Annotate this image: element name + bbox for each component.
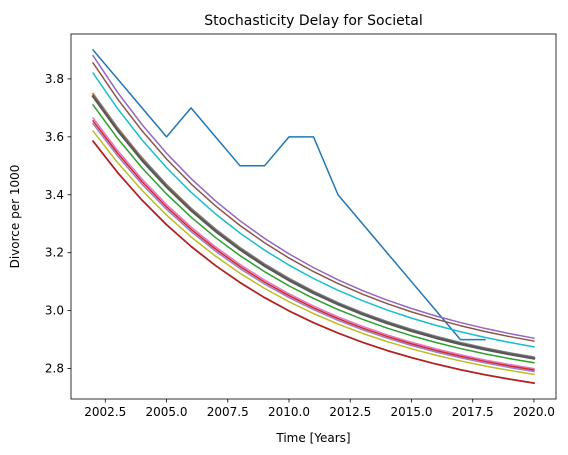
y-tick-label: 3.6	[45, 130, 64, 144]
series-line-10	[91, 119, 535, 371]
plot-frame	[70, 33, 557, 400]
series-line-5	[92, 92, 535, 358]
x-tick-label: 2007.5	[207, 405, 249, 419]
x-tick-label: 2005.0	[146, 405, 188, 419]
series-line-3	[92, 61, 535, 342]
series-line-11	[91, 122, 535, 373]
x-tick-label: 2002.5	[84, 405, 126, 419]
x-tick-label: 2012.5	[329, 405, 371, 419]
y-axis-label: Divorce per 1000	[8, 165, 22, 269]
x-ticks: 2002.5 2005.0 2007.5 2010.0 2012.5 2015.0 2017…	[84, 399, 555, 419]
x-tick-label: 2017.5	[452, 405, 494, 419]
y-tick-label: 2.8	[45, 362, 64, 376]
series-line-7	[91, 94, 536, 360]
series-line-13	[91, 139, 535, 385]
y-tick-label: 3.0	[45, 304, 64, 318]
chart-title: Stochasticity Delay for Societal	[204, 13, 422, 29]
series-line-4	[92, 72, 535, 348]
x-tick-label: 2015.0	[390, 405, 432, 419]
series-line-8	[92, 103, 535, 364]
y-tick-label: 3.4	[45, 188, 64, 202]
x-axis-label: Time [Years]	[275, 431, 350, 445]
series-line-1	[91, 48, 486, 341]
y-tick-label: 3.2	[45, 246, 64, 260]
series-line-9	[91, 116, 535, 370]
series-line-2	[92, 54, 535, 340]
x-tick-label: 2020.0	[513, 405, 555, 419]
series-line-12	[91, 129, 535, 376]
x-tick-label: 2010.0	[268, 405, 310, 419]
y-tick-label: 3.8	[45, 72, 64, 86]
series-layer	[91, 48, 536, 385]
y-ticks: 2.8 3.0 3.2 3.4 3.6 3.8	[45, 72, 71, 376]
